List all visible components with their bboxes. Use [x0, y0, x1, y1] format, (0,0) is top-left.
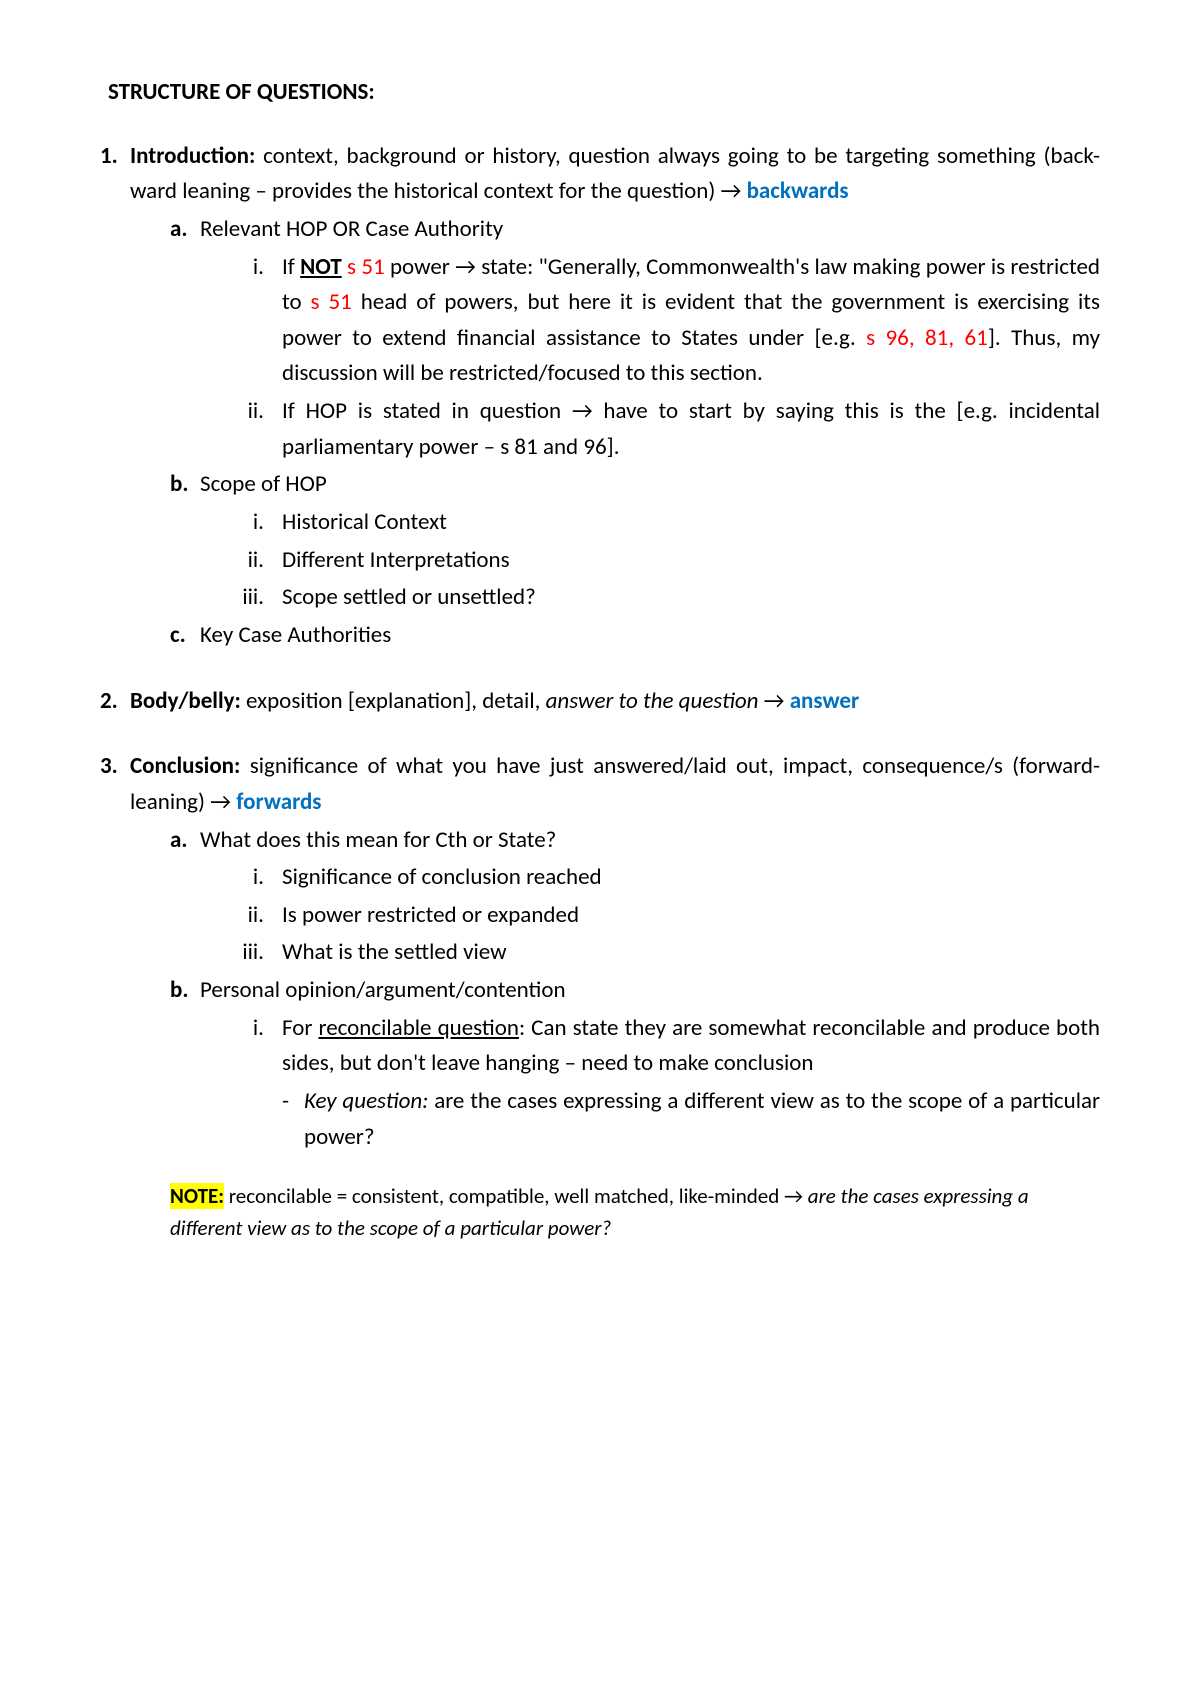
section-3-title: Conclusion:	[130, 752, 240, 780]
item-1c-number: c.	[170, 618, 200, 654]
section-2-keyword: answer	[790, 687, 859, 715]
note-text: reconcilable = consistent, compatible, w…	[224, 1183, 808, 1209]
item-1b-iii-number: iii.	[230, 580, 282, 616]
section-1-body: Introduction: context, background or his…	[130, 139, 1100, 210]
item-3b-i-text: For reconcilable question: Can state the…	[282, 1011, 1100, 1082]
item-3a-ii-number: ii.	[230, 898, 282, 934]
item-1b-iii-text: Scope settled or unsettled?	[282, 580, 1100, 616]
t: If	[282, 253, 300, 281]
dash-bullet: -	[282, 1084, 304, 1155]
key-question-label: Key question:	[304, 1087, 428, 1115]
item-3a-number: a.	[170, 823, 200, 859]
item-1a-number: a.	[170, 212, 200, 248]
item-1a-ii-text: If HOP is stated in question → have to s…	[282, 394, 1100, 465]
item-3b-text: Personal opinion/argument/contention	[200, 973, 1100, 1009]
section-1: 1. Introduction: context, background or …	[100, 139, 1100, 654]
t: For	[282, 1014, 318, 1042]
item-1b-number: b.	[170, 467, 200, 503]
t: →	[758, 687, 789, 715]
item-1a-i-number: i.	[230, 250, 282, 393]
section-2-body: Body/belly: exposition [explanation], de…	[130, 684, 1100, 720]
section-2: 2. Body/belly: exposition [explanation],…	[100, 684, 1100, 720]
section-3: 3. Conclusion: significance of what you …	[100, 749, 1100, 1244]
item-1a-i-text: If NOT s 51 power → state: "Generally, C…	[282, 250, 1100, 393]
section-ref: s 51	[311, 288, 352, 316]
item-3a-ii-text: Is power restricted or expanded	[282, 898, 1100, 934]
item-1b-ii-number: ii.	[230, 543, 282, 579]
section-2-title: Body/belly:	[130, 687, 241, 715]
section-1-keyword: backwards	[747, 177, 849, 205]
section-3-body: Conclusion: significance of what you hav…	[130, 749, 1100, 820]
item-3a-i-text: Significance of conclusion reached	[282, 860, 1100, 896]
item-1b-text: Scope of HOP	[200, 467, 1100, 503]
section-1-text: context, background or history, question…	[130, 142, 1100, 206]
section-2-italic: answer to the question	[546, 687, 759, 715]
item-1b-ii-text: Different Interpretations	[282, 543, 1100, 579]
item-1a-ii-number: ii.	[230, 394, 282, 465]
t: exposition [explanation], detail,	[241, 687, 546, 715]
item-3a-iii-number: iii.	[230, 935, 282, 971]
item-3a-iii-text: What is the settled view	[282, 935, 1100, 971]
section-2-number: 2.	[100, 684, 130, 720]
not-emphasis: NOT	[300, 253, 342, 281]
underline-phrase: reconcilable question	[318, 1014, 518, 1042]
item-1b-i-text: Historical Context	[282, 505, 1100, 541]
note-block: NOTE: reconcilable = consistent, compati…	[170, 1181, 1100, 1244]
page-heading: STRUCTURE OF QUESTIONS:	[108, 75, 1100, 111]
item-3a-text: What does this mean for Cth or State?	[200, 823, 1100, 859]
section-1-number: 1.	[100, 139, 130, 210]
item-3b-number: b.	[170, 973, 200, 1009]
section-1-title: Introduction:	[130, 142, 255, 170]
item-1b-i-number: i.	[230, 505, 282, 541]
section-3-number: 3.	[100, 749, 130, 820]
item-3a-i-number: i.	[230, 860, 282, 896]
section-ref: s 51	[347, 253, 385, 281]
section-ref: s 96, 81, 61	[866, 324, 988, 352]
note-label: NOTE:	[170, 1183, 224, 1209]
dash-text: Key question: are the cases expressing a…	[304, 1084, 1100, 1155]
item-3b-i-number: i.	[230, 1011, 282, 1082]
item-1a-text: Relevant HOP OR Case Authority	[200, 212, 1100, 248]
item-1c-text: Key Case Authorities	[200, 618, 1100, 654]
section-3-keyword: forwards	[236, 788, 321, 816]
